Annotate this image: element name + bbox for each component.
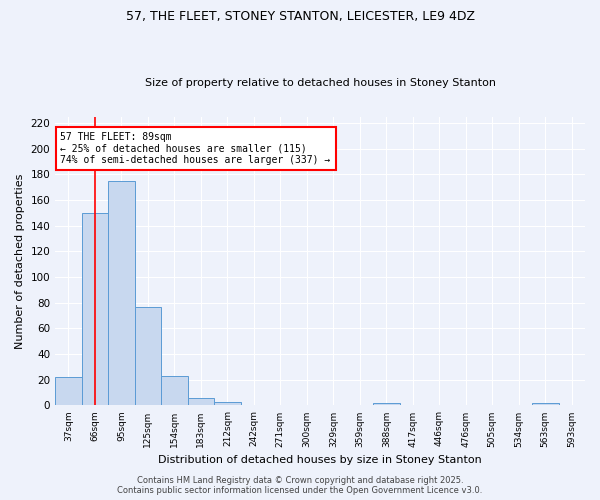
Bar [55,377,82,406]
Text: Contains HM Land Registry data © Crown copyright and database right 2025.
Contai: Contains HM Land Registry data © Crown c… [118,476,482,495]
Bar [108,180,134,406]
Title: Size of property relative to detached houses in Stoney Stanton: Size of property relative to detached ho… [145,78,496,88]
Text: 57, THE FLEET, STONEY STANTON, LEICESTER, LE9 4DZ: 57, THE FLEET, STONEY STANTON, LEICESTER… [125,10,475,23]
Y-axis label: Number of detached properties: Number of detached properties [15,174,25,348]
Bar [532,403,559,406]
Bar [373,403,400,406]
Bar [134,306,161,406]
X-axis label: Distribution of detached houses by size in Stoney Stanton: Distribution of detached houses by size … [158,455,482,465]
Bar [188,398,214,406]
Bar [214,402,241,406]
Bar [82,213,108,406]
Text: 57 THE FLEET: 89sqm
← 25% of detached houses are smaller (115)
74% of semi-detac: 57 THE FLEET: 89sqm ← 25% of detached ho… [61,132,331,165]
Bar [161,376,188,406]
